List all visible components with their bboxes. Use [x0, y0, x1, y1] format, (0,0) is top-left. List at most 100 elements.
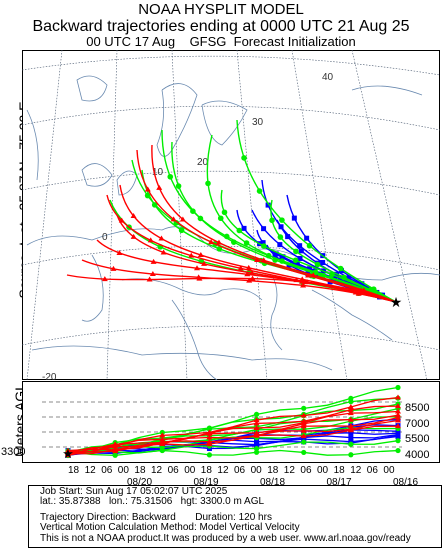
trajectory-marker [292, 257, 299, 264]
profile-marker [347, 427, 354, 433]
trajectory-marker [356, 289, 363, 295]
trajectory-marker [337, 265, 344, 272]
trajectory-marker [101, 276, 108, 282]
trajectory-marker [130, 212, 137, 218]
date-tick-label: 08/20 [127, 477, 153, 488]
profile-line [67, 425, 399, 455]
job-info-panel: Job Start: Sun Aug 17 05:02:07 UTC 2025 … [40, 486, 440, 544]
longitude-label: 20 [197, 157, 209, 168]
trajectory-marker [175, 183, 182, 189]
trajectory-marker [144, 192, 151, 199]
trajectory-marker [149, 271, 156, 277]
trajectory-marker [160, 249, 167, 255]
time-axis: 18 12 06 00 18 12 06 00 18 12 06 00 18 12 06 00 18 12 06 00… [22, 463, 440, 503]
profile-marker [348, 430, 354, 436]
trajectory-marker [279, 258, 285, 264]
trajectory-marker [256, 188, 263, 194]
trajectory-marker [254, 257, 261, 263]
profile-marker [253, 432, 260, 438]
trajectory-marker [170, 216, 177, 222]
profile-marker [300, 423, 307, 429]
height-tick-label: 5500 [405, 433, 430, 445]
profile-marker [347, 406, 354, 412]
trajectory-marker [305, 272, 312, 278]
hour-tick-label: 12 [350, 465, 362, 476]
trajectory-marker [245, 264, 252, 270]
trajectory-marker [260, 257, 267, 263]
trajectory-marker [194, 265, 201, 271]
trajectory-marker [320, 260, 326, 266]
profile-line [67, 414, 399, 454]
profile-marker [301, 405, 307, 411]
trajectory-marker [150, 258, 157, 264]
hour-tick-label: 06 [101, 465, 113, 476]
profile-marker [159, 432, 166, 438]
profile-marker [254, 439, 260, 445]
profile-trajectories [65, 384, 401, 459]
profile-marker [300, 433, 307, 439]
hour-tick-label: 18 [267, 465, 279, 476]
trajectory-marker [231, 239, 237, 245]
trajectory-marker [217, 215, 224, 222]
trajectory-marker [265, 202, 271, 208]
profile-marker [395, 447, 401, 454]
date-tick-label: 08/16 [393, 477, 419, 488]
trajectory-marker [236, 227, 243, 234]
vertical-method-line: Vertical Motion Calculation Method: Mode… [40, 522, 300, 534]
trajectory-marker [291, 215, 297, 221]
profile-marker [347, 403, 354, 409]
profile-marker [253, 446, 260, 452]
trajectory-marker [302, 279, 309, 285]
trajectory-line [136, 149, 397, 303]
trajectory-marker [299, 276, 306, 282]
profile-marker [395, 438, 401, 444]
profile-marker [395, 414, 401, 420]
trajectory-line [236, 119, 397, 303]
profile-marker [253, 417, 260, 423]
hour-tick-label: 00 [317, 465, 329, 476]
profile-marker [300, 427, 307, 433]
trajectory-marker [300, 282, 307, 288]
profile-marker [395, 403, 401, 409]
hour-tick-label: 18 [333, 465, 345, 476]
longitude-label: 0 [102, 232, 108, 243]
trajectory-marker [329, 271, 335, 278]
trajectory-marker [173, 220, 180, 226]
source-star-icon: ★ [390, 294, 403, 310]
location-line: lat.: 35.87388 lon.: 75.31506 hgt: 3300.… [40, 496, 265, 508]
profile-marker [112, 452, 118, 458]
trajectory-marker [277, 242, 283, 248]
date-tick-label: 08/17 [326, 477, 352, 488]
trajectory-marker [346, 275, 352, 281]
trajectory-marker [298, 248, 304, 254]
profile-marker [348, 452, 354, 458]
trajectory-marker [216, 246, 223, 252]
profile-marker [347, 410, 354, 416]
hour-tick-label: 06 [167, 465, 179, 476]
model-title: NOAA HYSPLIT MODEL [138, 1, 304, 18]
profile-marker [206, 441, 213, 447]
profile-line [67, 440, 399, 454]
direction-line: Trajectory Direction: Backward Duration:… [40, 511, 272, 523]
longitude-label: 10 [152, 167, 164, 178]
trajectory-marker [243, 240, 250, 246]
start-height-label: 3300 [1, 446, 26, 458]
profile-marker [300, 412, 307, 418]
trajectory-marker [306, 242, 313, 249]
hour-tick-label: 18 [134, 465, 146, 476]
trajectory-marker [116, 250, 123, 256]
longitude-label: -20 [42, 372, 57, 380]
hour-tick-label: 12 [151, 465, 163, 476]
date-tick-label: 08/18 [260, 477, 286, 488]
profile-marker [301, 439, 307, 445]
hour-tick-label: 12 [283, 465, 295, 476]
trajectory-marker [110, 265, 117, 271]
hour-tick-label: 00 [117, 465, 129, 476]
longitude-label: 40 [322, 72, 334, 83]
profile-marker [395, 408, 401, 414]
hour-tick-label: 18 [200, 465, 212, 476]
trajectory-marker [260, 240, 266, 246]
trajectory-marker [188, 252, 195, 258]
trajectory-marker [249, 275, 256, 281]
profile-marker [253, 424, 260, 430]
